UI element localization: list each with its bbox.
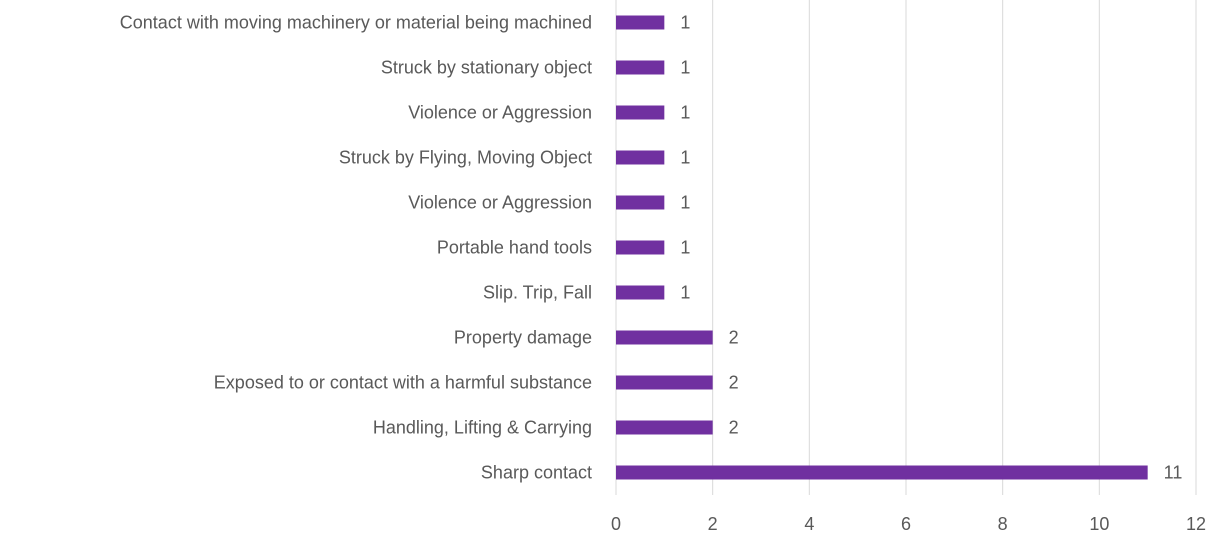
y-tick-label: Slip. Trip, Fall <box>483 282 592 302</box>
data-label: 2 <box>729 327 739 347</box>
x-tick-label: 2 <box>708 514 718 534</box>
x-tick-label: 0 <box>611 514 621 534</box>
bar <box>616 375 713 390</box>
data-label: 1 <box>680 192 690 212</box>
y-tick-label: Handling, Lifting & Carrying <box>373 417 592 437</box>
bar <box>616 330 713 345</box>
y-tick-label: Contact with moving machinery or materia… <box>120 12 592 32</box>
bar <box>616 420 713 435</box>
y-tick-label: Struck by stationary object <box>381 57 592 77</box>
bar <box>616 15 665 30</box>
data-label: 2 <box>729 417 739 437</box>
data-label: 1 <box>680 102 690 122</box>
bar <box>616 105 665 120</box>
data-label: 1 <box>680 282 690 302</box>
data-label: 2 <box>729 372 739 392</box>
bar <box>616 60 665 75</box>
x-tick-label: 8 <box>998 514 1008 534</box>
x-tick-label: 12 <box>1186 514 1206 534</box>
data-label: 11 <box>1164 462 1183 482</box>
data-label: 1 <box>680 57 690 77</box>
y-tick-label: Exposed to or contact with a harmful sub… <box>214 372 592 392</box>
y-tick-label: Property damage <box>454 327 592 347</box>
y-tick-label: Violence or Aggression <box>408 192 592 212</box>
y-tick-label: Sharp contact <box>481 462 592 482</box>
x-tick-label: 6 <box>901 514 911 534</box>
data-label: 1 <box>680 237 690 257</box>
x-tick-label: 10 <box>1089 514 1109 534</box>
y-tick-label: Portable hand tools <box>437 237 592 257</box>
bar <box>616 150 665 165</box>
y-tick-label: Violence or Aggression <box>408 102 592 122</box>
data-label: 1 <box>680 12 690 32</box>
y-tick-label: Struck by Flying, Moving Object <box>339 147 592 167</box>
data-label: 1 <box>680 147 690 167</box>
x-tick-label: 4 <box>804 514 814 534</box>
bar <box>616 285 665 300</box>
bar <box>616 195 665 210</box>
bar <box>616 465 1148 480</box>
bar <box>616 240 665 255</box>
